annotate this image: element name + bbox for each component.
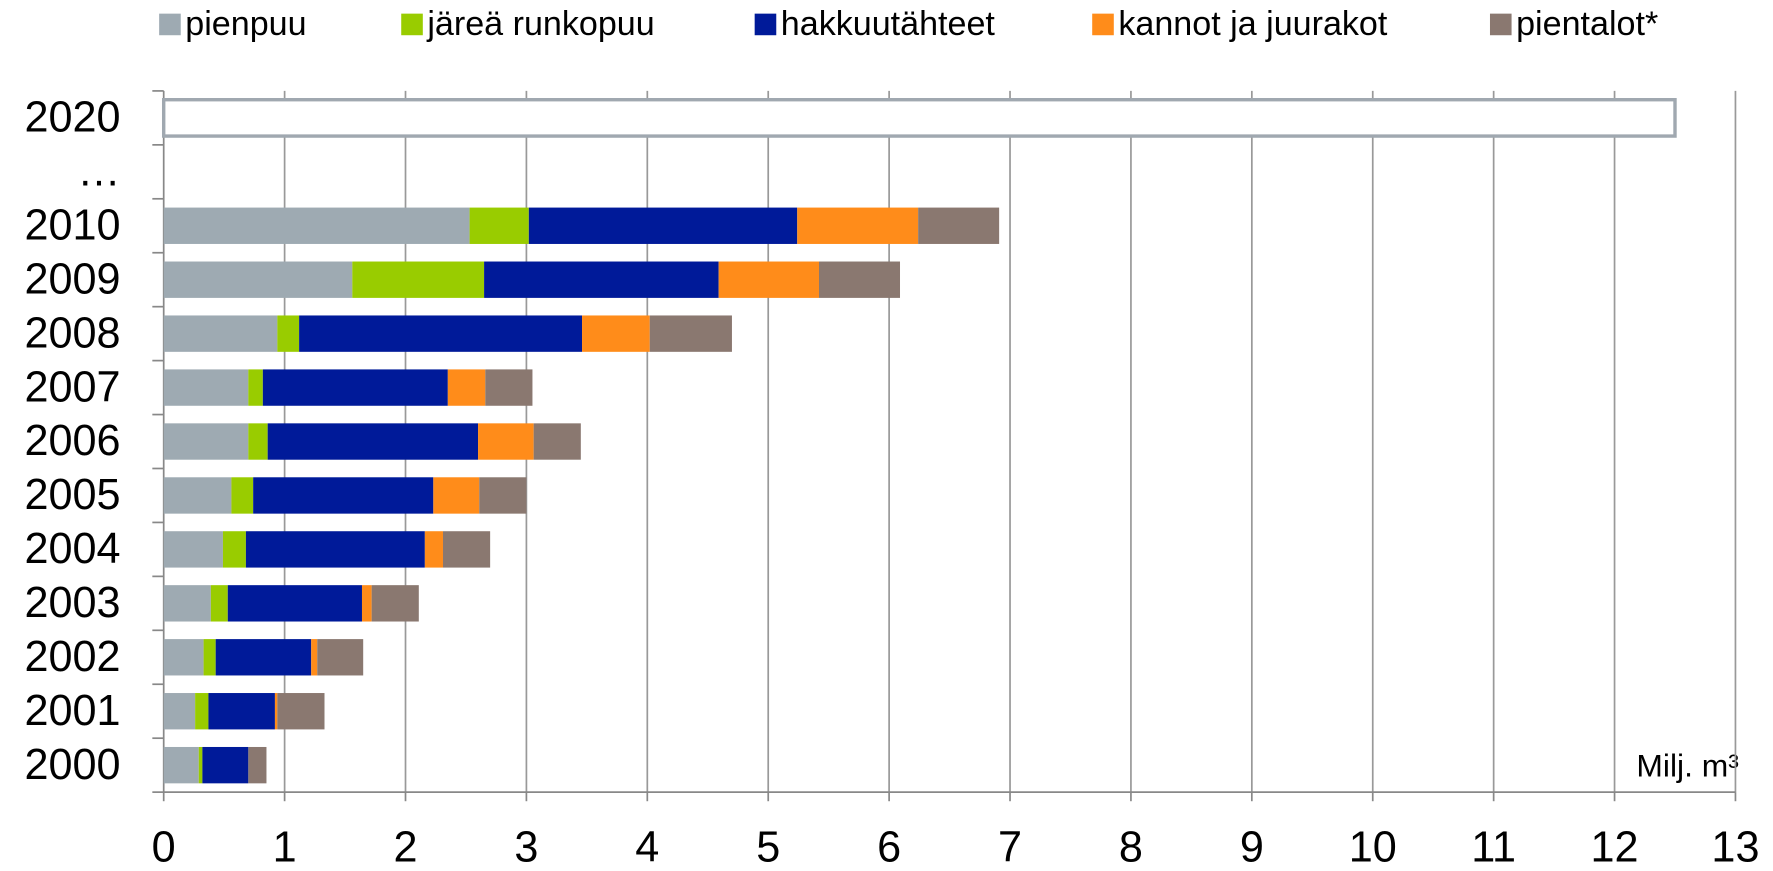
bar-segment [163, 477, 232, 514]
y-tick-label: 2007 [24, 363, 120, 411]
target-bar [161, 97, 1677, 138]
x-tick-label: 1 [273, 823, 297, 866]
bar-segment [433, 477, 480, 514]
x-tick-label: 13 [1711, 823, 1759, 866]
y-tick-label: 2009 [24, 255, 120, 303]
x-tick-label: 7 [998, 823, 1022, 866]
legend-swatch [401, 13, 423, 36]
axis-unit-label: Milj. m³ [1636, 748, 1738, 784]
bar-segment [163, 261, 353, 298]
bar-segment [918, 207, 1000, 244]
bar-segment [582, 315, 650, 352]
legend-label: järeä runkopuu [426, 5, 654, 43]
bar-segment [479, 477, 527, 514]
y-tick-label: 2004 [24, 525, 120, 573]
y-tick-label: 2005 [24, 471, 120, 519]
bar-segment [163, 531, 223, 568]
legend-swatch [754, 13, 777, 36]
bar-segment [361, 585, 372, 622]
bar-segment [424, 531, 443, 568]
bar-segment [797, 207, 919, 244]
bar-segment [277, 315, 300, 352]
bar-segment [317, 639, 364, 676]
y-tick-label: 2002 [24, 633, 120, 681]
bar-segment [248, 369, 263, 406]
bar-segment [195, 693, 209, 730]
bar-segment [163, 693, 196, 730]
bar-segment [267, 423, 479, 460]
bar-segment [163, 746, 199, 784]
bar-segment [447, 369, 486, 406]
y-tick-label: 2010 [24, 201, 120, 249]
bar-segment [718, 261, 819, 298]
bar-segment [231, 477, 254, 514]
y-tick-label: 2000 [24, 741, 120, 789]
bar-segment [533, 423, 581, 460]
bar-segment [352, 261, 485, 298]
legend-label: kannot ja juurakot [1118, 5, 1388, 43]
bar-segment [253, 477, 434, 514]
bar-segment [163, 585, 211, 622]
x-tick-label: 6 [877, 823, 901, 866]
legend-label: pienpuu [185, 5, 306, 43]
x-tick-label: 5 [756, 823, 780, 866]
bar-segment [248, 746, 267, 784]
y-tick-label: 2003 [24, 579, 120, 627]
y-tick-label: 2001 [24, 687, 120, 735]
bar-segment [163, 315, 278, 352]
bar-segment [215, 639, 312, 676]
bar-segment [163, 639, 204, 676]
legend-label: hakkuutähteet [781, 5, 996, 43]
bar-segment [163, 207, 470, 244]
bar-segment [528, 207, 798, 244]
bar-segment [484, 261, 719, 298]
bar-segment [227, 585, 362, 622]
legend-swatch [159, 13, 181, 36]
bar-segment [262, 369, 448, 406]
bar-segment [210, 585, 228, 622]
bar-segment [649, 315, 732, 352]
bar-segment [198, 746, 203, 784]
bar-segment [245, 531, 425, 568]
bar-segment [208, 693, 275, 730]
y-tick-label: 2020 [24, 94, 120, 142]
x-tick-label: 4 [635, 823, 659, 866]
x-tick-label: 3 [514, 823, 538, 866]
legend-swatch [1092, 13, 1114, 36]
x-tick-label: 0 [152, 823, 176, 866]
bar-segment [469, 207, 529, 244]
x-tick-label: 9 [1240, 823, 1264, 866]
y-tick-label: 2008 [24, 309, 120, 357]
x-tick-label: 12 [1591, 823, 1639, 866]
bar-segment [371, 585, 419, 622]
bar-segment [485, 369, 533, 406]
bar-segment [274, 693, 278, 730]
bar-segment [818, 261, 901, 298]
y-tick-label: … [77, 148, 120, 196]
bar-segment [311, 639, 318, 676]
bar-segment [222, 531, 246, 568]
bar-segment [163, 369, 249, 406]
bar-segment [248, 423, 268, 460]
x-tick-label: 10 [1349, 823, 1397, 866]
bar-segment [442, 531, 491, 568]
bar-segment [203, 639, 216, 676]
x-tick-label: 2 [393, 823, 417, 866]
x-tick-label: 11 [1471, 823, 1516, 866]
bar-segment [299, 315, 583, 352]
y-tick-label: 2006 [24, 417, 120, 465]
legend-swatch [1489, 13, 1512, 36]
x-tick-label: 8 [1119, 823, 1143, 866]
legend-label: pientalot* [1516, 5, 1658, 43]
bar-segment [163, 423, 249, 460]
bar-segment [478, 423, 534, 460]
bar-segment [277, 693, 325, 730]
bar-segment [202, 746, 249, 784]
